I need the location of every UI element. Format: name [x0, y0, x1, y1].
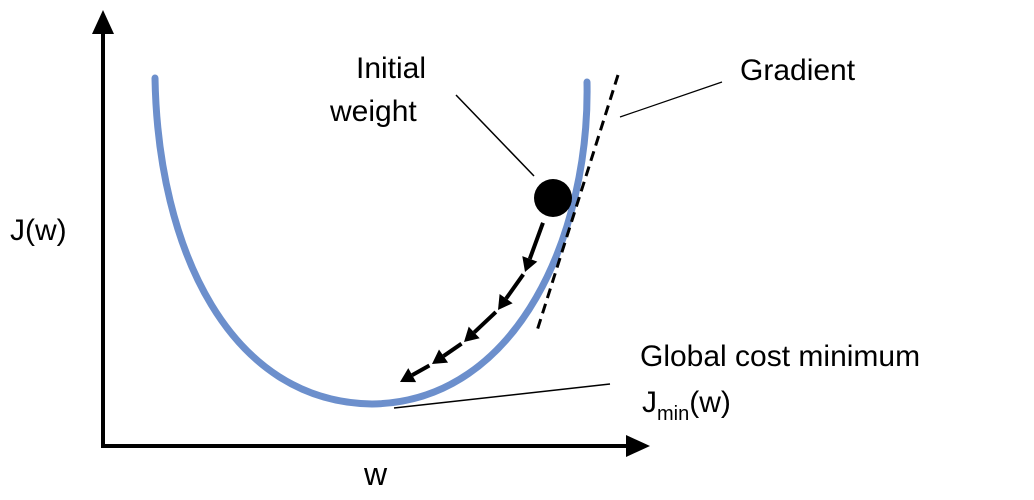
initial-weight-label-line2: weight: [329, 95, 417, 128]
descent-step-arrowhead-icon: [464, 326, 480, 342]
gradient-tangent-line: [534, 74, 620, 335]
initial-weight-ball: [534, 179, 572, 217]
descent-step-line: [442, 342, 463, 358]
descent-steps: [400, 222, 545, 383]
jmin-label: Jmin(w): [642, 386, 731, 425]
descent-step-line: [411, 363, 431, 377]
x-axis-arrow-icon: [626, 435, 650, 457]
initial-weight-label-line1: Initial: [356, 52, 426, 85]
jmin-subscript: min: [657, 403, 689, 425]
jmin-main: J: [642, 386, 657, 419]
gradient-label: Gradient: [740, 54, 856, 87]
jmin-argument: (w): [689, 386, 731, 419]
descent-step-line: [504, 273, 525, 300]
y-axis-label: J(w): [10, 214, 67, 247]
gradient-leader: [619, 81, 723, 118]
descent-step-line: [472, 310, 498, 334]
x-axis-label: w: [363, 456, 388, 492]
initial-weight-leader: [455, 94, 535, 177]
descent-step-line: [527, 222, 545, 260]
cost-curve: [151, 74, 591, 408]
descent-step-arrowhead-icon: [400, 368, 417, 383]
descent-step-arrowhead-icon: [432, 349, 449, 364]
y-axis-arrow-icon: [92, 10, 114, 34]
descent-step-arrowhead-icon: [498, 293, 513, 310]
global-min-label: Global cost minimum: [640, 340, 920, 373]
descent-step-arrowhead-icon: [522, 256, 538, 272]
global-min-leader: [393, 383, 611, 409]
